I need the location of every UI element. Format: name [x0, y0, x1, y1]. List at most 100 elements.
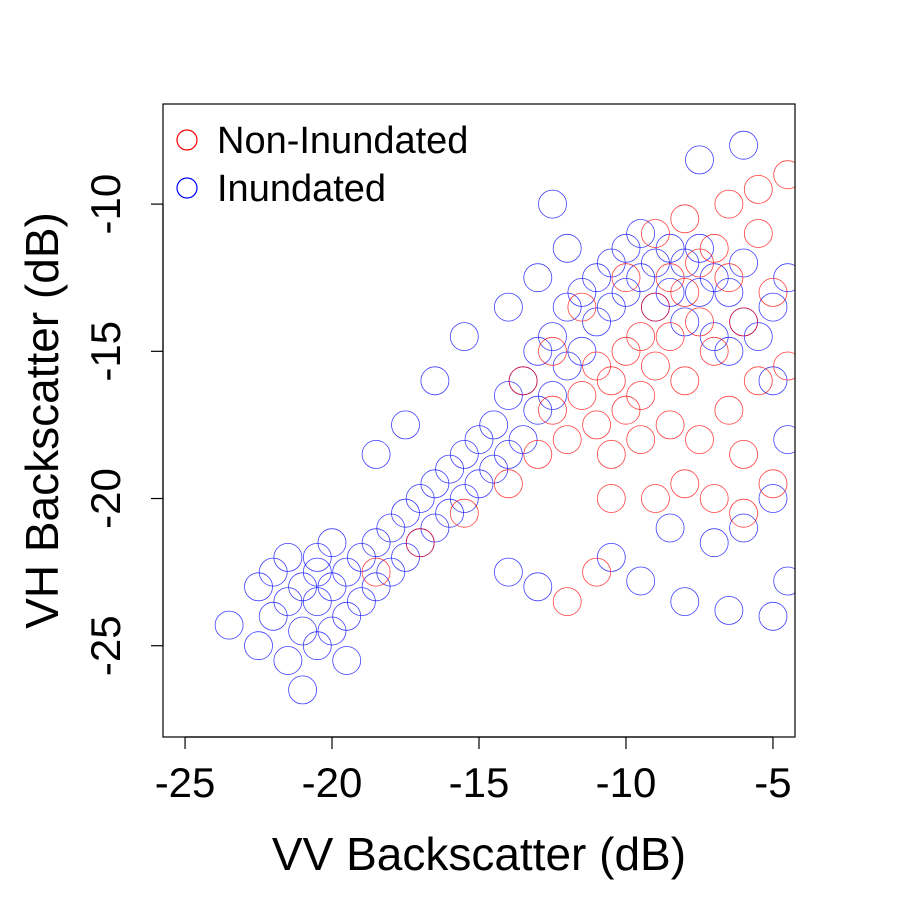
data-point: [758, 601, 788, 631]
data-point: [523, 263, 553, 293]
data-point: [523, 395, 553, 425]
data-point: [361, 439, 391, 469]
data-point: [655, 513, 685, 543]
x-tick-label: -10: [596, 759, 657, 806]
data-point: [611, 233, 641, 263]
data-point: [743, 366, 773, 396]
data-point: [464, 469, 494, 499]
data-point: [611, 277, 641, 307]
data-point: [641, 292, 670, 322]
data-point: [626, 263, 656, 293]
legend-marker: [176, 177, 198, 199]
x-axis-title: VV Backscatter (dB): [272, 828, 686, 880]
data-point: [655, 410, 685, 440]
data-point: [302, 543, 332, 572]
x-tick-label: -20: [302, 759, 363, 806]
data-point: [493, 439, 523, 469]
y-tick-label: -15: [82, 321, 129, 382]
data-point: [582, 557, 611, 587]
data-point: [493, 292, 523, 322]
data-point: [332, 646, 362, 675]
data-point: [302, 631, 332, 661]
data-point: [552, 351, 582, 381]
data-point: [758, 469, 788, 499]
data-point: [655, 322, 685, 352]
y-tick-label: -25: [82, 615, 129, 676]
legend-label: Non-Inundated: [217, 120, 468, 162]
y-axis-title: VH Backscatter (dB): [16, 212, 68, 629]
data-point: [729, 307, 758, 337]
data-point: [361, 572, 391, 602]
data-point: [596, 543, 626, 572]
data-point: [538, 322, 567, 352]
data-point: [464, 425, 494, 455]
data-point: [743, 174, 773, 204]
data-point: [596, 484, 626, 513]
data-point: [758, 292, 788, 322]
x-tick-label: -15: [449, 759, 510, 806]
data-point: [729, 248, 758, 278]
series-inundated: [214, 130, 795, 705]
data-point: [567, 292, 597, 322]
data-point: [582, 351, 611, 381]
data-point: [538, 336, 567, 366]
x-tick-label: -5: [754, 759, 791, 806]
data-point: [699, 336, 729, 366]
y-tick-label: -20: [82, 468, 129, 529]
data-point: [714, 263, 744, 293]
data-point: [523, 572, 553, 602]
data-point: [714, 189, 744, 219]
data-point: [626, 425, 656, 455]
data-point: [773, 566, 795, 596]
y-axis: -25 -20 -15 -10: [82, 174, 164, 676]
data-point: [670, 204, 700, 234]
data-point: [699, 263, 729, 293]
legend: Non-Inundated Inundated: [176, 120, 468, 210]
data-point: [391, 543, 420, 572]
data-point: [332, 557, 362, 587]
data-point: [317, 572, 347, 602]
data-point: [567, 336, 597, 366]
legend-item: Non-Inundated: [176, 120, 468, 162]
data-point: [508, 366, 538, 396]
data-point: [758, 277, 788, 307]
data-point: [714, 336, 744, 366]
data-point: [596, 366, 626, 396]
data-point: [699, 484, 729, 513]
data-point: [685, 425, 714, 455]
data-point: [611, 263, 641, 293]
data-point: [699, 528, 729, 558]
data-point: [405, 484, 435, 513]
data-point: [626, 219, 656, 248]
data-point: [670, 248, 700, 278]
data-point: [435, 454, 465, 484]
data-point: [655, 263, 685, 293]
data-point: [641, 248, 670, 278]
data-point: [391, 410, 420, 440]
data-point: [714, 395, 744, 425]
data-point: [567, 381, 597, 410]
data-point: [685, 248, 714, 278]
data-point: [641, 484, 670, 513]
data-point: [596, 439, 626, 469]
x-tick-label: -25: [155, 759, 216, 806]
data-point: [641, 219, 670, 248]
series-non-inundated: [361, 160, 795, 616]
data-point: [258, 557, 288, 587]
data-point: [391, 498, 420, 528]
data-point: [743, 219, 773, 248]
data-point: [449, 498, 479, 528]
data-point: [449, 322, 479, 352]
data-point: [214, 610, 244, 640]
data-point: [582, 410, 611, 440]
data-point: [449, 439, 479, 469]
data-point: [685, 307, 714, 337]
data-point: [346, 543, 376, 572]
legend-label: Inundated: [217, 168, 386, 210]
data-point: [743, 322, 773, 352]
data-point: [714, 596, 744, 625]
data-point: [611, 336, 641, 366]
data-point: [273, 646, 303, 675]
y-tick-label: -10: [82, 174, 129, 235]
data-point: [523, 336, 553, 366]
